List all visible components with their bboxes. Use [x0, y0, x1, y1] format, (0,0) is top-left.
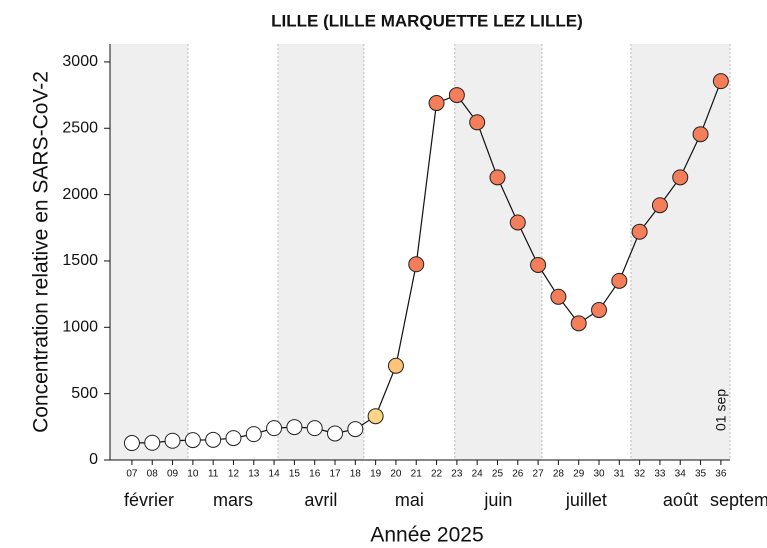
x-tick-label: 35 — [695, 469, 707, 480]
month-label: avril — [304, 490, 337, 510]
data-point — [347, 421, 364, 438]
data-point — [245, 426, 262, 443]
x-tick-label: 24 — [472, 469, 484, 480]
month-label: septembre — [710, 490, 767, 510]
x-tick-label: 22 — [431, 469, 443, 480]
y-tick-label: 1500 — [62, 252, 98, 269]
data-point — [205, 431, 222, 448]
data-point — [591, 302, 608, 319]
data-point — [631, 223, 648, 240]
data-point — [712, 73, 729, 90]
month-label: août — [663, 490, 698, 510]
y-tick-label: 2500 — [62, 119, 98, 136]
x-tick-label: 36 — [715, 469, 727, 480]
data-point — [306, 420, 323, 437]
x-tick-label: 33 — [654, 469, 666, 480]
data-point — [225, 430, 242, 447]
data-point — [672, 169, 689, 186]
data-point — [651, 197, 668, 214]
data-point — [184, 432, 201, 449]
y-tick-label: 1000 — [62, 319, 98, 336]
data-point — [286, 419, 303, 436]
chart-title: LILLE (LILLE MARQUETTE LEZ LILLE) — [271, 11, 583, 30]
data-point — [408, 256, 425, 273]
x-tick-label: 13 — [248, 469, 260, 480]
x-tick-label: 16 — [309, 469, 321, 480]
x-tick-label: 20 — [390, 469, 402, 480]
data-point — [164, 432, 181, 449]
month-band — [454, 44, 542, 460]
x-tick-label: 28 — [553, 469, 565, 480]
x-tick-label: 23 — [451, 469, 463, 480]
data-point — [570, 315, 587, 332]
grid-layer — [187, 44, 731, 460]
x-tick-label: 08 — [147, 469, 159, 480]
data-point — [327, 425, 344, 442]
data-point — [530, 256, 547, 273]
x-tick-label: 18 — [350, 469, 362, 480]
x-tick-label: 31 — [614, 469, 626, 480]
x-tick-label: 10 — [187, 469, 199, 480]
y-tick-label: 3000 — [62, 53, 98, 70]
x-tick-label: 30 — [593, 469, 605, 480]
x-tick-label: 17 — [329, 469, 341, 480]
y-tick-label: 0 — [89, 451, 98, 468]
y-tick-label: 500 — [71, 385, 98, 402]
data-point — [692, 126, 709, 143]
x-tick-label: 34 — [675, 469, 687, 480]
month-band — [110, 44, 188, 460]
text-layer: février mars avril mai juin juillet août septem… — [62, 53, 767, 510]
data-point — [428, 95, 445, 112]
x-tick-label: 12 — [228, 469, 240, 480]
month-band — [630, 44, 730, 460]
data-point — [489, 169, 506, 186]
data-point — [387, 357, 404, 374]
x-tick-label: 25 — [492, 469, 504, 480]
data-point — [469, 114, 486, 131]
x-tick-label: 11 — [208, 469, 219, 480]
month-label: mars — [213, 490, 253, 510]
x-tick-label: 32 — [634, 469, 646, 480]
month-label: mai — [395, 490, 424, 510]
annotation: 01 sep — [713, 389, 729, 431]
axes-layer — [104, 44, 730, 465]
month-label: février — [124, 490, 174, 510]
month-label: juillet — [565, 490, 607, 510]
month-label: juin — [483, 490, 512, 510]
data-point — [367, 408, 384, 425]
x-axis-label: Année 2025 — [370, 524, 483, 547]
data-point — [266, 420, 283, 437]
x-tick-label: 21 — [411, 469, 423, 480]
data-point — [509, 214, 526, 231]
x-tick-label: 14 — [269, 469, 281, 480]
data-point — [611, 272, 628, 289]
x-tick-label: 19 — [370, 469, 382, 480]
x-tick-label: 27 — [533, 469, 545, 480]
y-tick-label: 2000 — [62, 186, 98, 203]
data-point — [144, 434, 161, 451]
y-axis-label: Concentration relative en SARS-CoV-2 — [30, 71, 53, 433]
marks-layer — [123, 73, 729, 452]
bg-layer — [110, 44, 730, 460]
month-band — [277, 44, 364, 460]
x-tick-label: 29 — [573, 469, 585, 480]
x-tick-label: 09 — [167, 469, 179, 480]
x-tick-label: 15 — [289, 469, 301, 480]
data-point — [550, 288, 567, 305]
x-tick-label: 26 — [512, 469, 524, 480]
x-tick-label: 07 — [126, 469, 138, 480]
data-point — [448, 87, 465, 104]
data-point — [123, 435, 140, 452]
